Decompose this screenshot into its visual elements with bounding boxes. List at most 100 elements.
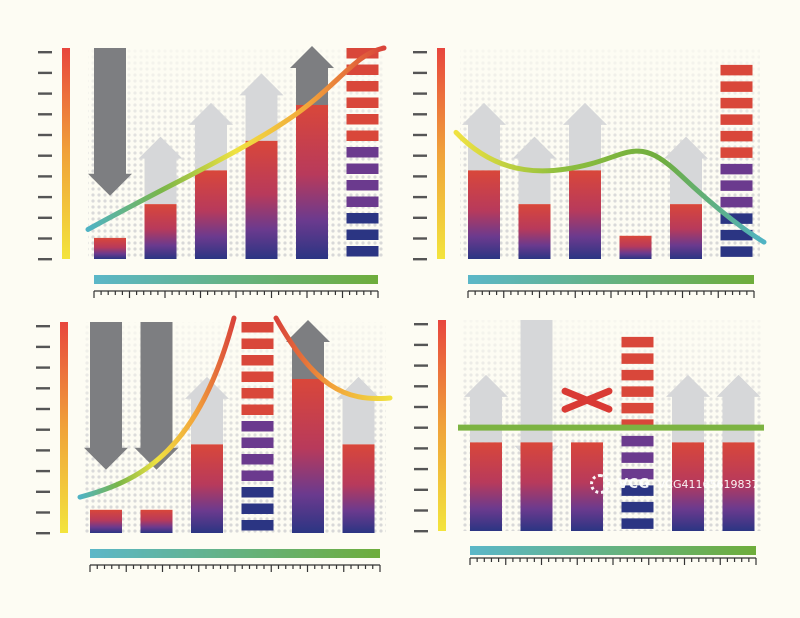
bar-segment (241, 355, 274, 366)
bar-segment (720, 180, 753, 191)
bar-segment (621, 452, 654, 463)
up-arrow-icon (185, 376, 229, 445)
bar-segment (346, 81, 379, 92)
bar (470, 442, 502, 531)
y-scale-bar (62, 48, 70, 259)
bar-segment (241, 338, 274, 349)
grid-fade (84, 322, 386, 533)
y-tick (38, 258, 52, 261)
y-scale-bar (60, 322, 68, 533)
y-tick (36, 366, 50, 369)
y-tick (414, 488, 428, 491)
y-tick (414, 405, 428, 409)
y-tick (413, 51, 427, 54)
up-arrow-icon (189, 102, 233, 171)
bar-segment (346, 180, 379, 191)
bar (191, 444, 223, 533)
bar-segment (241, 371, 274, 382)
bar (468, 170, 500, 259)
bar-segment (241, 421, 274, 432)
bar-segment (720, 229, 753, 241)
y-tick (413, 133, 427, 137)
y-tick (413, 92, 427, 95)
chart-panel-bottom-left (36, 315, 393, 572)
bar-segment (621, 353, 654, 364)
bar (245, 140, 278, 259)
y-tick (413, 237, 427, 240)
bar (518, 204, 551, 259)
bar-segment (720, 147, 753, 158)
y-tick (413, 154, 427, 157)
bar (292, 378, 324, 533)
chart-panel-bottom-right (414, 320, 764, 565)
bar-segment (346, 229, 379, 240)
y-tick (413, 113, 427, 116)
y-tick (413, 175, 427, 178)
chart-panel-top-left (38, 45, 387, 298)
bar-segment (346, 163, 379, 174)
bar (342, 444, 375, 533)
y-tick (414, 530, 428, 533)
bar-segment (720, 64, 753, 76)
bar-segment (241, 503, 274, 514)
up-arrow-icon (462, 102, 506, 171)
bar-segment (621, 369, 654, 381)
bar-segment (720, 97, 753, 109)
bar-segment (346, 147, 379, 158)
bar-segment (241, 322, 274, 333)
bar (571, 442, 603, 531)
bar (195, 170, 227, 259)
y-tick (38, 195, 52, 199)
bar-segment (720, 246, 753, 257)
y-tick (36, 511, 50, 514)
trend-line (85, 45, 387, 232)
bar-segment (241, 388, 274, 399)
up-arrow-icon (563, 102, 607, 171)
bar-segment (346, 213, 379, 224)
y-tick (36, 345, 50, 349)
bar-segment (241, 404, 274, 415)
bar-segment (241, 470, 274, 481)
bar (94, 237, 126, 259)
x-scale-bar (94, 275, 378, 284)
down-arrow-icon (134, 322, 179, 470)
bar-segment (720, 114, 753, 125)
y-tick (414, 343, 428, 347)
up-arrow-icon (286, 320, 330, 379)
bar-segment (621, 336, 654, 348)
y-tick (38, 175, 52, 178)
bar-segment (621, 501, 654, 513)
bar-segment (346, 130, 379, 141)
y-tick (413, 216, 427, 219)
baseline-line (458, 424, 764, 431)
y-tick (38, 237, 52, 240)
bar (296, 104, 328, 259)
up-arrow-icon (239, 73, 284, 141)
y-tick (414, 426, 428, 429)
y-tick (38, 154, 52, 157)
y-tick (36, 490, 50, 493)
bar-segment (241, 454, 274, 465)
down-arrow-icon (88, 48, 132, 196)
bar (672, 442, 704, 531)
bar-segment (720, 213, 753, 224)
bar-segment (241, 487, 274, 498)
y-tick (413, 195, 427, 199)
y-tick (38, 133, 52, 137)
y-tick (413, 71, 427, 75)
bar (90, 509, 122, 533)
y-tick (36, 532, 50, 535)
bar (144, 204, 177, 259)
x-scale-bar (468, 275, 754, 284)
bar-segment (621, 468, 654, 480)
down-arrow-icon (84, 322, 128, 470)
bar-segment (346, 64, 379, 75)
y-tick (36, 428, 50, 431)
y-tick (413, 258, 427, 261)
y-tick (38, 92, 52, 95)
y-tick (38, 51, 52, 54)
bar-segment (621, 485, 654, 496)
y-tick (414, 364, 428, 367)
y-scale-bar (437, 48, 445, 259)
